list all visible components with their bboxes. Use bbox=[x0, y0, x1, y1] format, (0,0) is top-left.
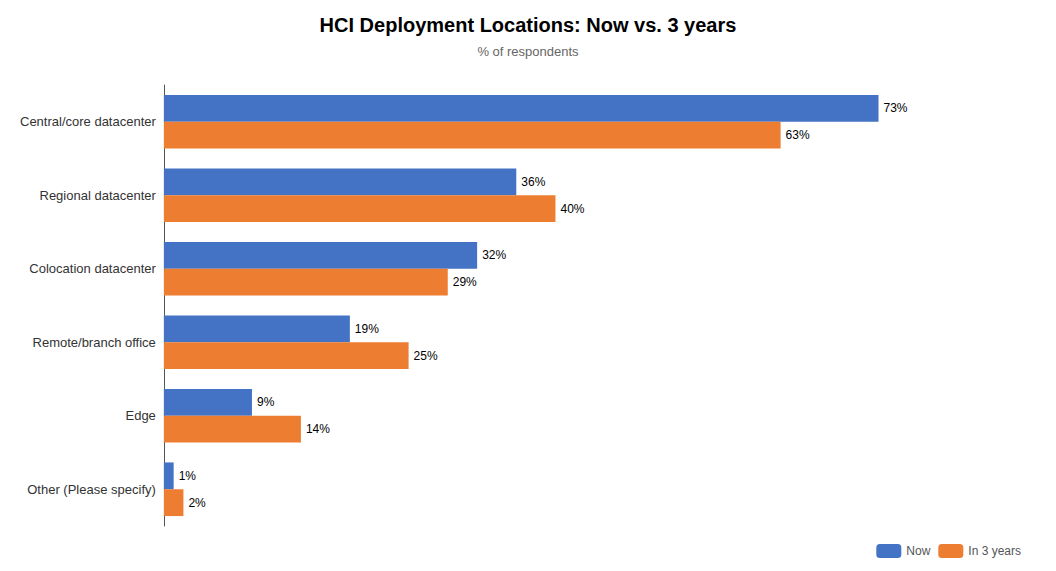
svg-text:Now: Now bbox=[906, 544, 930, 558]
svg-text:32%: 32% bbox=[482, 248, 506, 262]
svg-text:Edge: Edge bbox=[125, 408, 155, 423]
svg-text:1%: 1% bbox=[179, 469, 197, 483]
svg-text:63%: 63% bbox=[786, 128, 810, 142]
svg-text:Regional datacenter: Regional datacenter bbox=[39, 188, 156, 203]
svg-text:Other (Please specify): Other (Please specify) bbox=[27, 482, 156, 497]
svg-text:19%: 19% bbox=[355, 322, 379, 336]
svg-text:40%: 40% bbox=[560, 202, 584, 216]
svg-text:29%: 29% bbox=[453, 275, 477, 289]
svg-text:Colocation datacenter: Colocation datacenter bbox=[29, 261, 156, 276]
svg-text:Remote/branch office: Remote/branch office bbox=[33, 335, 156, 350]
svg-text:% of respondents: % of respondents bbox=[477, 44, 579, 59]
svg-text:36%: 36% bbox=[521, 175, 545, 189]
svg-text:In 3 years: In 3 years bbox=[968, 544, 1021, 558]
svg-text:14%: 14% bbox=[306, 422, 330, 436]
svg-text:73%: 73% bbox=[884, 101, 908, 115]
svg-text:2%: 2% bbox=[188, 496, 206, 510]
svg-text:25%: 25% bbox=[414, 349, 438, 363]
svg-text:9%: 9% bbox=[257, 395, 275, 409]
svg-text:Central/core datacenter: Central/core datacenter bbox=[20, 114, 157, 129]
svg-text:HCI Deployment Locations: Now: HCI Deployment Locations: Now vs. 3 year… bbox=[320, 14, 737, 36]
